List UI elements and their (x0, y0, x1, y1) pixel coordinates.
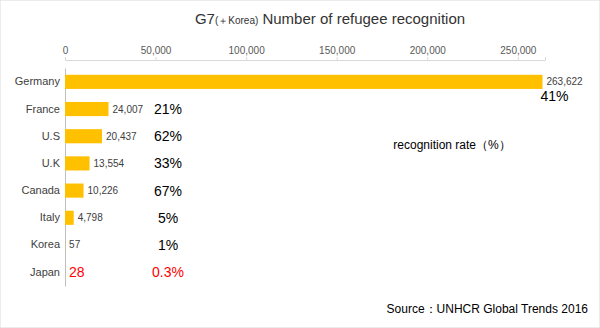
category-label: Germany (15, 75, 61, 87)
title-part: Number of refugee recognition (258, 10, 465, 27)
data-label: 10,226 (88, 185, 119, 196)
rate-labels: 41% 21% 62% 33% 67% 5% 1% 0.3% (152, 88, 568, 280)
x-tick-mark (65, 57, 66, 60)
x-tick-label: 200,000 (410, 45, 447, 56)
rate-label: 5% (158, 210, 178, 226)
bar (65, 129, 102, 143)
x-axis-line (66, 57, 546, 61)
data-label: 4,798 (78, 212, 103, 223)
bar (65, 75, 543, 89)
title-part: G7 (195, 10, 215, 27)
data-label: 57 (69, 239, 81, 250)
title-part: (＋Korea) (215, 15, 258, 26)
rate-label: 33% (154, 155, 182, 171)
y-axis-line (65, 69, 66, 287)
data-label: 13,554 (94, 158, 125, 169)
data-label: 263,622 (547, 76, 584, 87)
bar (65, 238, 66, 252)
x-tick: 200,000 (410, 45, 447, 60)
y-tick: U.S (42, 130, 65, 142)
x-tick: 100,000 (229, 45, 266, 60)
x-tick-mark (427, 57, 428, 60)
background (0, 0, 600, 328)
x-tick: 250,000 (500, 45, 537, 60)
x-tick-label: 250,000 (500, 45, 537, 56)
y-tick: U.K (42, 157, 65, 169)
rate-label: 1% (158, 237, 178, 253)
y-tick: Germany (15, 75, 65, 87)
x-tick-mark (337, 57, 338, 60)
bar (65, 156, 90, 170)
chart: G7(＋Korea) Number of refugee recognition… (0, 0, 600, 328)
title: G7(＋Korea) Number of refugee recognition (195, 10, 465, 27)
bar (65, 265, 66, 279)
category-label: Canada (21, 184, 60, 196)
y-tick: Japan (30, 266, 65, 278)
x-tick: 150,000 (319, 45, 356, 60)
y-tick: Canada (21, 184, 65, 196)
x-tick-mark (246, 57, 247, 60)
bars (65, 75, 543, 279)
x-tick-mark (156, 57, 157, 60)
y-tick: France (26, 103, 65, 115)
data-label: 20,437 (106, 131, 137, 142)
category-label: U.S (42, 130, 60, 142)
bar (65, 211, 74, 225)
bar (65, 184, 84, 198)
rate-title: recognition rate（%） (393, 138, 510, 152)
y-axis: Germany France U.S U.K Canada Italy Korea Japan (15, 69, 66, 287)
data-label: 24,007 (112, 104, 143, 115)
category-label: U.K (42, 157, 61, 169)
x-tick-label: 50,000 (141, 45, 172, 56)
bar (65, 102, 108, 116)
rate-label: 67% (154, 183, 182, 199)
rate-label: 0.3% (152, 264, 184, 280)
source: Source：UNHCR Global Trends 2016 (387, 302, 589, 316)
x-tick: 50,000 (141, 45, 172, 60)
data-label: 28 (69, 264, 85, 280)
category-label: Italy (40, 211, 61, 223)
rate-label: 41% (540, 88, 568, 104)
x-tick-mark (518, 57, 519, 60)
x-axis: 0 50,000 100,000 150,000 200,000 250,000 (63, 45, 546, 61)
category-label: France (26, 103, 60, 115)
x-tick-label: 0 (63, 45, 69, 56)
category-label: Korea (31, 238, 61, 250)
rate-label: 62% (154, 128, 182, 144)
x-tick: 0 (63, 45, 69, 60)
x-tick-label: 100,000 (229, 45, 266, 56)
category-label: Japan (30, 266, 60, 278)
data-labels: 263,622 24,007 20,437 13,554 10,226 4,798 57 28 (69, 76, 583, 280)
rate-label: 21% (154, 101, 182, 117)
y-tick: Italy (40, 211, 65, 223)
x-tick-label: 150,000 (319, 45, 356, 56)
y-tick: Korea (31, 238, 65, 250)
